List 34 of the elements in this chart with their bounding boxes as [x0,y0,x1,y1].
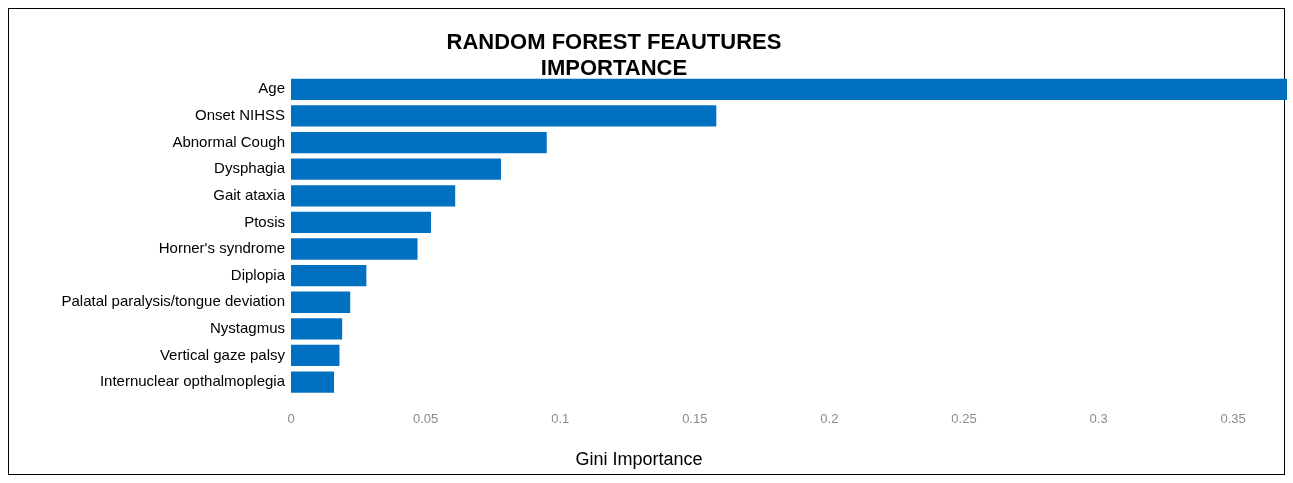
bar [291,78,1287,100]
x-tick-label: 0.15 [682,410,708,426]
y-tick-label: Horner's syndrome [158,239,285,257]
chart-title: RANDOM FOREST FEAUTURES IMPORTANCE [445,29,783,81]
bar [291,105,717,127]
y-tick-label: Ptosis [244,212,285,230]
bar [291,185,456,207]
y-tick-label: Palatal paralysis/tongue deviation [61,292,285,310]
y-tick-label: Internuclear opthalmoplegia [99,372,286,390]
bar [291,291,351,313]
x-tick-label: 0.05 [412,410,439,426]
bar [291,371,335,393]
bar [291,238,418,260]
x-tick-label: 0.35 [1220,410,1246,426]
x-axis-title: Gini Importance [574,449,704,470]
y-tick-label: Nystagmus [209,319,285,336]
x-tick-label: 0.1 [551,410,570,426]
bar [291,211,431,234]
x-tick-label: 0 [287,410,295,426]
bar [291,318,343,340]
bar [291,344,340,367]
y-tick-label: Gait ataxia [213,185,286,203]
y-tick-label: Diplopia [230,265,286,283]
bar [291,264,367,287]
y-tick-label: Age [258,79,285,97]
y-tick-label: Vertical gaze palsy [159,345,286,363]
y-tick-label: Onset NIHSS [194,106,285,124]
y-tick-label: Abnormal Cough [172,132,285,150]
x-tick-label: 0.2 [820,410,839,426]
y-tick-label: Dysphagia [214,159,286,177]
x-tick-label: 0.25 [951,410,977,426]
bar [291,158,501,180]
x-tick-label: 0.3 [1089,410,1108,426]
bar [291,131,547,154]
